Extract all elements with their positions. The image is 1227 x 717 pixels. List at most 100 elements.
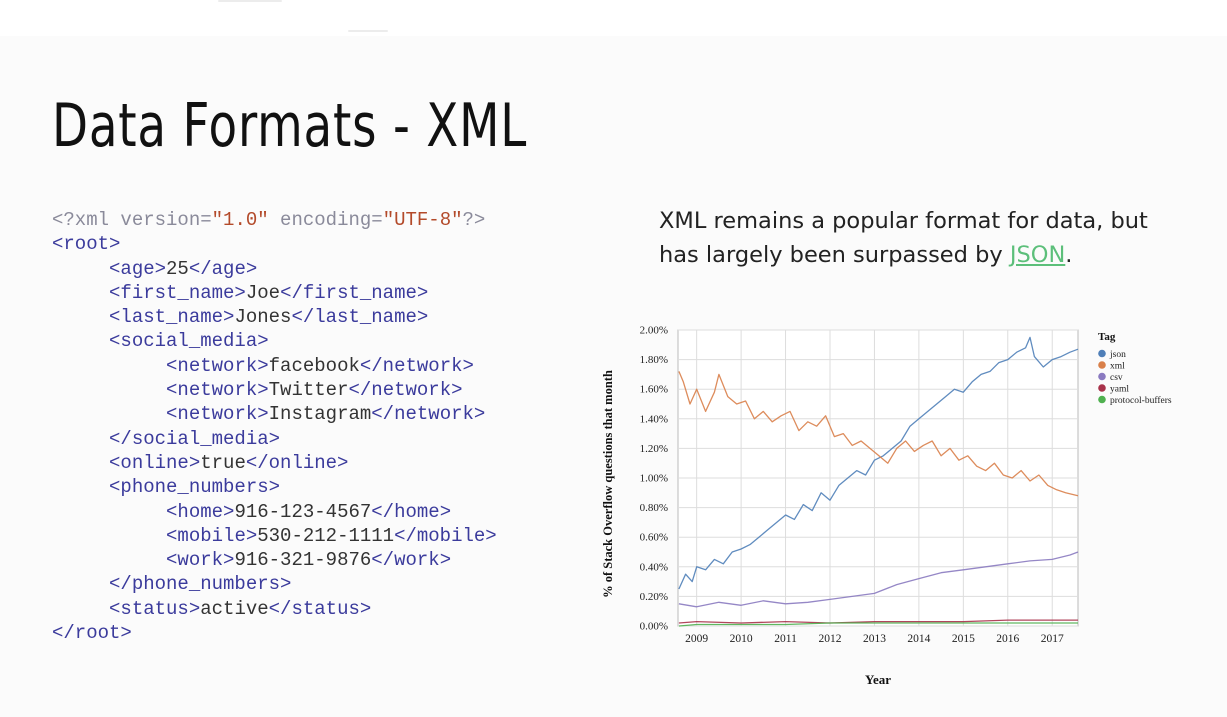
top-bar <box>0 0 1227 36</box>
json-link[interactable]: JSON <box>1009 242 1066 268</box>
legend-label-json: json <box>1109 350 1126 360</box>
code-line: <home>916-123-4567</home> <box>52 500 497 524</box>
code-token: encoding= <box>268 209 383 231</box>
page-title: Data Formats - XML <box>52 91 528 161</box>
legend-title: Tag <box>1098 331 1116 343</box>
code-line: <network>Twitter</network> <box>52 378 497 402</box>
code-token: </social_media> <box>109 427 281 450</box>
series-line-csv <box>678 551 1079 608</box>
series-line-yaml <box>678 619 1078 624</box>
code-token: <home> <box>166 500 235 523</box>
code-token: "UTF-8" <box>382 209 463 231</box>
legend-swatch-yaml <box>1098 384 1106 392</box>
code-token <box>52 379 166 401</box>
code-token: 916-321-9876 <box>234 549 372 572</box>
line-chart: 0.00% 0.20% 0.40% 0.60% 0.80% 1.00% 1.20% 1.40%… <box>601 325 1172 688</box>
code-token <box>52 501 166 523</box>
code-token <box>52 573 109 595</box>
legend-swatch-xml <box>1098 361 1106 369</box>
y-axis-label: % of Stack Overflow questions that month <box>601 370 615 598</box>
caption-end: . <box>1065 242 1073 268</box>
code-token <box>52 525 166 547</box>
legend-swatch-json <box>1098 349 1106 358</box>
code-line: <status>active</status> <box>52 597 497 621</box>
x-tick-label: 2010 <box>730 633 753 645</box>
code-token: </mobile> <box>394 524 497 547</box>
code-token: <age> <box>109 257 167 280</box>
x-axis-label: Year <box>865 672 891 687</box>
xml-code-block: <?xml version="1.0" encoding="UTF-8"?> <r… <box>52 208 497 645</box>
caption-text: XML remains a popular format for data, b… <box>659 208 1148 268</box>
y-tick-label: 0.60% <box>640 532 668 544</box>
x-tick-label: 2012 <box>819 633 842 645</box>
code-token: </network> <box>359 354 474 377</box>
code-token: facebook <box>268 354 360 377</box>
legend-label-protocol-buffers: protocol-buffers <box>1110 395 1172 406</box>
legend-swatch-protocol-buffers <box>1098 395 1106 404</box>
y-tick-label: 1.40% <box>640 413 668 425</box>
code-token: </network> <box>348 379 463 402</box>
code-token: <work> <box>166 549 235 572</box>
x-tick-label: 2009 <box>685 633 708 645</box>
code-token: </phone_numbers> <box>109 573 292 596</box>
code-line: <phone_numbers> <box>52 475 497 499</box>
code-token: <network> <box>166 403 269 426</box>
code-line: <root> <box>52 232 497 256</box>
code-token: true <box>200 451 246 474</box>
code-line: <online>true</online> <box>52 451 497 475</box>
top-divider <box>348 30 388 32</box>
code-token: ?> <box>462 209 486 231</box>
code-token: <?xml version= <box>52 209 212 231</box>
code-token: </online> <box>245 451 349 474</box>
code-line: </phone_numbers> <box>52 572 497 596</box>
code-line: </social_media> <box>52 427 497 451</box>
code-token: <root> <box>52 233 121 256</box>
code-line: <last_name>Jones</last_name> <box>52 305 497 329</box>
code-token: 25 <box>166 257 189 280</box>
code-token: </work> <box>371 549 452 572</box>
series-line-protocol-buffers <box>678 622 1078 627</box>
legend-label-xml: xml <box>1110 362 1125 372</box>
code-token <box>52 403 166 425</box>
x-tick-label: 2017 <box>1041 633 1064 645</box>
code-token: Joe <box>245 281 281 304</box>
code-token <box>52 282 109 304</box>
code-line: <social_media> <box>52 329 497 353</box>
y-tick-label: 2.00% <box>640 325 668 337</box>
code-token: Instagram <box>268 403 372 426</box>
series-line-xml <box>678 371 1079 497</box>
code-token: </age> <box>188 257 258 280</box>
legend-label-csv: csv <box>1110 373 1123 383</box>
code-token: <social_media> <box>109 330 269 353</box>
code-token: 530-212-1111 <box>257 524 395 547</box>
y-tick-label: 0.40% <box>640 561 668 573</box>
y-tick-label: 0.00% <box>640 621 668 633</box>
code-line: <mobile>530-212-1111</mobile> <box>52 524 497 548</box>
code-token <box>52 549 166 571</box>
y-tick-label: 1.60% <box>640 384 668 396</box>
code-token <box>52 330 109 352</box>
code-token: <last_name> <box>109 306 235 329</box>
code-line: <work>916-321-9876</work> <box>52 548 497 572</box>
code-token: </network> <box>371 403 486 426</box>
code-token <box>52 452 109 474</box>
code-line: <?xml version="1.0" encoding="UTF-8"?> <box>52 208 497 232</box>
legend-label-yaml: yaml <box>1110 385 1129 395</box>
code-token: <first_name> <box>109 281 246 304</box>
code-line: <network>facebook</network> <box>52 354 497 378</box>
y-tick-label: 1.20% <box>640 443 668 455</box>
y-tick-label: 1.00% <box>640 473 668 485</box>
code-token: <network> <box>166 379 269 402</box>
code-token <box>52 355 166 377</box>
code-token: 916-123-4567 <box>234 500 372 523</box>
y-tick-label: 1.80% <box>640 354 668 366</box>
code-token <box>52 306 109 328</box>
top-divider <box>218 0 282 2</box>
x-tick-label: 2014 <box>907 633 930 645</box>
code-token: <phone_numbers> <box>109 476 281 499</box>
code-token: Jones <box>234 306 292 329</box>
y-tick-label: 0.80% <box>640 502 668 514</box>
code-token: Twitter <box>268 379 349 402</box>
code-token: active <box>200 597 269 620</box>
